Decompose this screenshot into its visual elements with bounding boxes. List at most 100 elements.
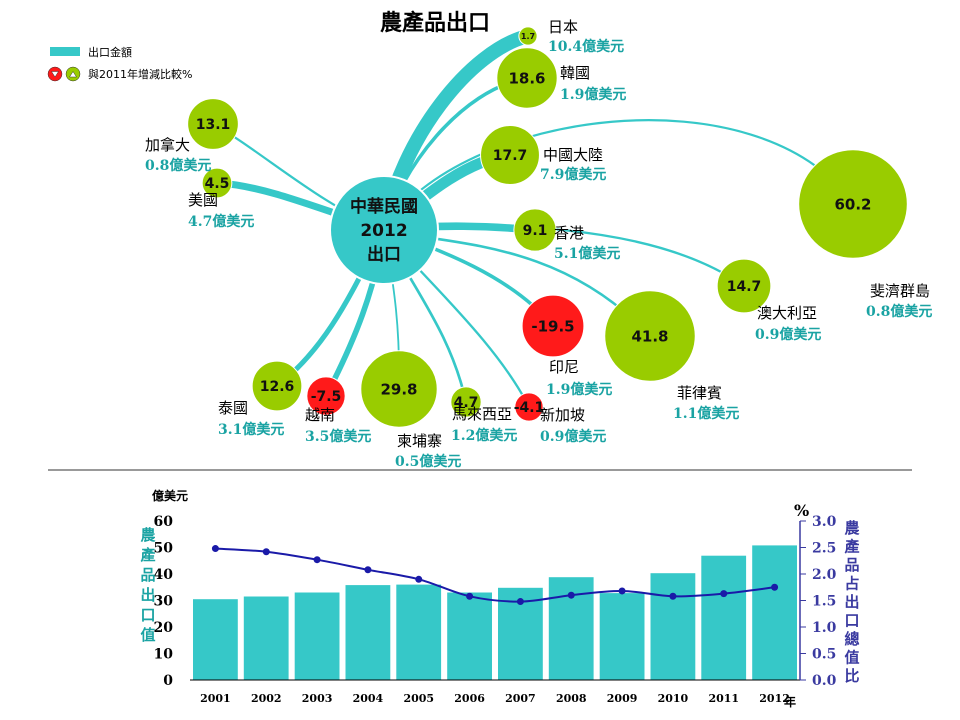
dest-5-flow-line — [382, 119, 855, 232]
bar-2010 — [650, 573, 696, 680]
x-tick-2009: 2009 — [607, 692, 638, 705]
dest-6-name: 香港 — [554, 224, 584, 242]
legend-amount-swatch — [50, 47, 80, 56]
dest-14-change-label: -4.1 — [514, 400, 545, 416]
dest-8-amount: 1.9億美元 — [546, 381, 612, 398]
dest-9-amount: 1.1億美元 — [673, 405, 739, 422]
dest-8-name: 印尼 — [549, 358, 579, 376]
point-2002 — [262, 548, 270, 556]
dest-13-amount: 1.2億美元 — [451, 427, 517, 444]
bar-2011 — [701, 555, 747, 680]
legend-change-label: 與2011年增減比較% — [88, 67, 192, 81]
dest-3-change-label: 17.7 — [493, 148, 528, 164]
x-tick-2002: 2002 — [251, 692, 282, 705]
dest-12-change-label: 29.8 — [380, 380, 417, 398]
dest-3-name: 中國大陸 — [543, 146, 603, 164]
dest-6-amount: 5.1億美元 — [554, 245, 620, 262]
bar-2003 — [294, 592, 340, 680]
dest-12-amount: 0.5億美元 — [395, 453, 461, 470]
x-tick-2012: 2012 — [759, 692, 790, 705]
right-tick-5: 2.5 — [812, 541, 836, 557]
right-axis-ticks: 0.0 0.5 1.0 1.5 2.0 2.5 3.0 — [800, 514, 837, 689]
chart-title: 農產品出口 — [380, 10, 490, 36]
dest-10-bubble — [251, 360, 303, 412]
dest-12-name: 柬埔寨 — [397, 432, 442, 450]
point-2004 — [364, 566, 372, 574]
dest-7-amount: 0.9億美元 — [755, 326, 821, 343]
dest-6-bubble — [513, 208, 557, 252]
x-tick-2003: 2003 — [302, 692, 333, 705]
x-tick-2006: 2006 — [454, 692, 485, 705]
dest-4-amount: 4.7億美元 — [188, 213, 254, 230]
dest-3-bubble — [480, 125, 540, 185]
point-2009 — [618, 587, 626, 595]
left-axis-label: 農產品出口值 — [139, 526, 155, 644]
share-line — [215, 547, 775, 603]
dest-8-change-label: -19.5 — [531, 317, 574, 335]
bar-2004 — [345, 585, 391, 680]
left-tick-0: 0 — [163, 673, 173, 689]
left-tick-5: 50 — [154, 541, 174, 557]
bar-2006 — [447, 592, 492, 680]
point-2007 — [516, 598, 524, 606]
dest-13-name: 馬來西亞 — [452, 405, 512, 423]
dest-12-bubble — [360, 350, 438, 428]
x-tick-2007: 2007 — [505, 692, 536, 705]
bar-2005 — [396, 584, 442, 680]
dest-0-name: 日本 — [548, 18, 578, 36]
destination-bubbles: 1.7 18.6 13.1 17.7 4.5 60.2 9.1 14.7 -19.5 41.8 12… — [187, 26, 908, 428]
dest-11-bubble — [306, 376, 346, 416]
dest-1-change-label: 18.6 — [508, 69, 545, 87]
center-label-export: 出口 — [367, 244, 401, 265]
point-2001 — [211, 545, 219, 553]
dest-0-change-label: 1.7 — [521, 32, 535, 41]
x-tick-2004: 2004 — [353, 692, 384, 705]
dest-14-bubble — [514, 392, 544, 422]
bar-2002 — [243, 596, 289, 680]
left-tick-4: 40 — [154, 567, 174, 583]
point-2011 — [720, 590, 728, 598]
dest-6-change-label: 9.1 — [523, 223, 548, 239]
point-2010 — [669, 592, 677, 600]
dest-4-change-label: 4.5 — [205, 176, 230, 192]
legend-amount-label: 出口金額 — [88, 45, 132, 59]
right-tick-2: 1.0 — [812, 620, 837, 636]
dest-7-bubble — [716, 258, 772, 314]
dest-2-bubble — [187, 98, 239, 150]
left-tick-3: 30 — [154, 594, 174, 610]
dest-14-name: 新加坡 — [540, 406, 585, 424]
right-tick-0: 0.0 — [812, 673, 837, 689]
down-triangle-icon — [51, 71, 59, 78]
bar-line-chart: 0 10 20 30 40 50 60 0.0 0.5 1.0 1.5 2.0 2.5 3.0 2001… — [139, 488, 859, 709]
x-tick-2001: 2001 — [200, 692, 231, 705]
dest-2-name: 加拿大 — [145, 136, 190, 154]
dest-14-amount: 0.9億美元 — [540, 428, 606, 445]
dest-1-bubble — [496, 47, 558, 109]
dest-11-amount: 3.5億美元 — [305, 428, 371, 445]
dest-11-name: 越南 — [305, 406, 335, 424]
left-axis-ticks: 0 10 20 30 40 50 60 — [154, 514, 174, 689]
right-tick-4: 2.0 — [812, 567, 837, 583]
dest-5-change-label: 60.2 — [834, 195, 871, 213]
dest-10-name: 泰國 — [218, 399, 248, 417]
dest-11-change-label: -7.5 — [311, 389, 342, 405]
bar-2009 — [599, 593, 645, 680]
dest-9-bubble — [604, 290, 696, 382]
dest-7-change-label: 14.7 — [727, 279, 762, 295]
bar-2012 — [752, 545, 797, 680]
dest-13-change-label: 4.7 — [454, 395, 479, 411]
left-axis-unit: 億美元 — [152, 488, 188, 503]
right-axis-label: 農產品占出口總值比 — [843, 519, 859, 685]
left-tick-1: 10 — [154, 647, 174, 663]
share-points — [211, 545, 779, 606]
dest-0-amount: 10.4億美元 — [548, 38, 624, 55]
x-tick-2008: 2008 — [556, 692, 587, 705]
x-axis-unit: 年 — [784, 694, 796, 709]
dest-5-amount: 0.8億美元 — [866, 303, 932, 320]
center-label-year: 2012 — [360, 221, 407, 241]
dest-3-amount: 7.9億美元 — [540, 166, 606, 183]
dest-2-amount: 0.8億美元 — [145, 157, 211, 174]
dest-10-amount: 3.1億美元 — [218, 421, 284, 438]
right-tick-3: 1.5 — [812, 594, 836, 610]
right-axis-unit: % — [794, 501, 809, 520]
